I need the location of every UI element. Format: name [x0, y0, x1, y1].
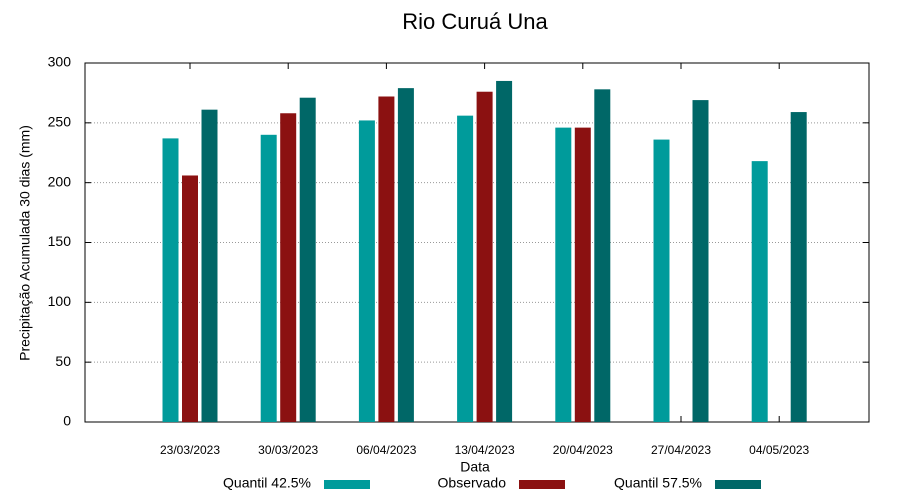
bar — [594, 89, 611, 423]
y-tick-label: 250 — [48, 114, 72, 130]
y-tick-label: 300 — [48, 54, 72, 70]
legend-swatch — [519, 480, 565, 489]
bar — [574, 127, 591, 423]
x-tick-label: 23/03/2023 — [160, 443, 220, 457]
y-tick-label: 50 — [55, 353, 71, 369]
x-tick-label: 13/04/2023 — [455, 443, 515, 457]
bar — [457, 115, 474, 423]
bar — [162, 138, 179, 422]
chart-title: Rio Curuá Una — [402, 9, 548, 34]
bar — [280, 113, 297, 422]
bar — [496, 80, 513, 422]
x-tick-label: 06/04/2023 — [356, 443, 416, 457]
bar — [299, 97, 316, 422]
legend-label: Observado — [438, 475, 507, 491]
y-tick-label: 100 — [48, 293, 72, 309]
bar — [182, 175, 198, 422]
y-tick-label: 0 — [63, 413, 71, 429]
x-tick-label: 30/03/2023 — [258, 443, 318, 457]
bar — [653, 139, 670, 422]
x-tick-label: 20/04/2023 — [553, 443, 613, 457]
bar — [260, 134, 277, 423]
legend-swatch — [324, 480, 370, 489]
legend-label: Quantil 42.5% — [223, 475, 311, 491]
legend-swatch — [715, 480, 761, 489]
x-tick-label: 27/04/2023 — [651, 443, 711, 457]
x-tick-label: 04/05/2023 — [749, 443, 809, 457]
bar — [476, 91, 493, 422]
bar — [378, 96, 395, 423]
y-axis-label: Precipitação Acumulada 30 dias (mm) — [17, 125, 33, 361]
bar — [201, 109, 218, 423]
x-axis-label: Data — [460, 459, 490, 475]
bar — [397, 88, 414, 422]
bar — [358, 120, 375, 422]
bar — [692, 100, 709, 422]
legend-label: Quantil 57.5% — [614, 475, 702, 491]
y-tick-label: 150 — [48, 233, 72, 249]
bar — [555, 127, 572, 423]
bar — [751, 161, 768, 423]
bar — [790, 112, 807, 423]
y-tick-label: 200 — [48, 173, 72, 189]
